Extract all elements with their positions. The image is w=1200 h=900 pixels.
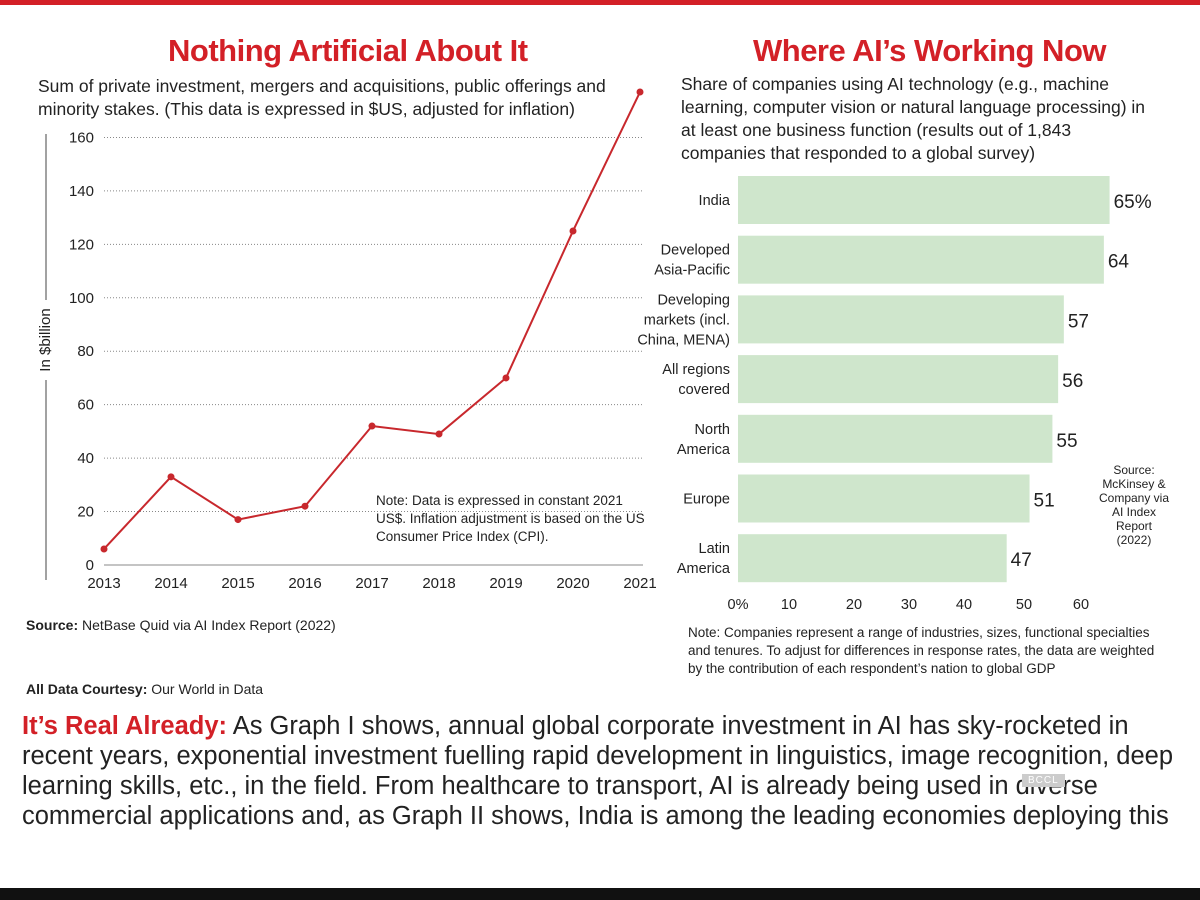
x-tick-label: 2021 — [623, 575, 656, 592]
bar — [738, 534, 1007, 583]
data-point — [636, 88, 644, 96]
category-label: covered — [678, 382, 730, 398]
category-label: China, MENA) — [637, 332, 730, 348]
category-label: America — [677, 442, 731, 458]
y-tick-label: 20 — [77, 504, 94, 521]
x-tick-label: 2015 — [221, 575, 254, 592]
category-label: All regions — [662, 362, 730, 378]
bottom-bar — [0, 888, 1200, 900]
x-tick-label: 2019 — [489, 575, 522, 592]
category-label: Latin — [699, 541, 730, 557]
data-point — [435, 430, 443, 438]
right-chart-subtitle: Share of companies using AI technology (… — [681, 74, 1146, 163]
x-tick-label: 2020 — [556, 575, 589, 592]
value-label: 47 — [1011, 550, 1032, 571]
y-tick-label: 160 — [69, 129, 94, 146]
data-point — [100, 545, 108, 553]
top-accent-bar — [0, 0, 1200, 5]
y-tick-label: 0 — [86, 557, 94, 574]
category-label: North — [695, 422, 730, 438]
x-tick-label: 2017 — [355, 575, 388, 592]
category-label: America — [677, 561, 731, 577]
y-tick-label: 100 — [69, 290, 94, 307]
x-tick-label: 2013 — [87, 575, 120, 592]
x-tick-label: 2016 — [288, 575, 321, 592]
bottom-body: As Graph I shows, annual global corporat… — [22, 712, 1173, 830]
category-label: Asia-Pacific — [654, 263, 730, 279]
x-tick-label: 60 — [1073, 597, 1089, 613]
category-label: Europe — [683, 492, 730, 508]
x-tick-label: 40 — [956, 597, 972, 613]
data-point — [301, 502, 309, 510]
data-point — [569, 227, 577, 235]
right-chart-title: Where AI’s Working Now — [753, 33, 1107, 68]
line-chart-gridlines — [104, 136, 643, 566]
x-tick-label: 50 — [1016, 597, 1032, 613]
courtesy-label: All Data Courtesy: — [26, 681, 148, 697]
y-tick-label: 140 — [69, 183, 94, 200]
left-chart-subtitle: Sum of private investment, mergers and a… — [38, 76, 606, 119]
bar — [738, 295, 1064, 344]
bar — [738, 235, 1104, 284]
bar — [738, 474, 1030, 523]
y-tick-label: 80 — [77, 343, 94, 360]
y-label-mask — [38, 300, 56, 380]
value-label: 55 — [1056, 431, 1077, 452]
line-chart-y-axis-label: In $billion — [37, 308, 54, 371]
data-point — [167, 473, 175, 481]
left-source-text: NetBase Quid via AI Index Report (2022) — [82, 617, 336, 633]
bar — [738, 176, 1110, 224]
x-tick-label: 10 — [781, 597, 797, 613]
y-tick-label: 120 — [69, 236, 94, 253]
x-tick-label: 30 — [901, 597, 917, 613]
left-source-label: Source: — [26, 617, 79, 633]
x-tick-label: 20 — [846, 597, 862, 613]
bar — [738, 355, 1059, 404]
value-label: 51 — [1034, 491, 1055, 512]
category-label: Developing — [657, 292, 730, 308]
right-chart-source: Source: McKinsey & Company via AI Index … — [1098, 463, 1170, 547]
left-chart-note: Note: Data is expressed in constant 2021… — [376, 493, 645, 544]
data-point — [502, 374, 510, 382]
right-chart-note: Note: Companies represent a range of ind… — [688, 625, 1155, 676]
value-label: 57 — [1068, 311, 1089, 332]
data-courtesy: All Data Courtesy: Our World in Data — [26, 681, 263, 697]
x-tick-label: 0% — [728, 597, 749, 613]
data-point — [234, 516, 242, 524]
bottom-lead: It’s Real Already: — [22, 712, 228, 740]
value-label: 56 — [1062, 371, 1083, 392]
left-chart-source: Source: NetBase Quid via AI Index Report… — [26, 617, 336, 633]
left-chart-title: Nothing Artificial About It — [168, 33, 528, 68]
category-label: Developed — [661, 243, 730, 259]
value-label: 65% — [1114, 192, 1152, 213]
bar — [738, 414, 1053, 463]
x-tick-label: 2018 — [422, 575, 455, 592]
y-tick-label: 40 — [77, 450, 94, 467]
courtesy-text: Our World in Data — [151, 681, 264, 697]
category-label: India — [699, 193, 731, 209]
value-label: 64 — [1108, 252, 1130, 273]
category-label: markets (incl. — [644, 312, 730, 328]
x-tick-label: 2014 — [154, 575, 187, 592]
data-point — [368, 422, 376, 430]
y-tick-label: 60 — [77, 397, 94, 414]
bottom-commentary: It’s Real Already: As Graph I shows, ann… — [22, 711, 1187, 831]
bccl-watermark: BCCL — [1022, 774, 1065, 787]
